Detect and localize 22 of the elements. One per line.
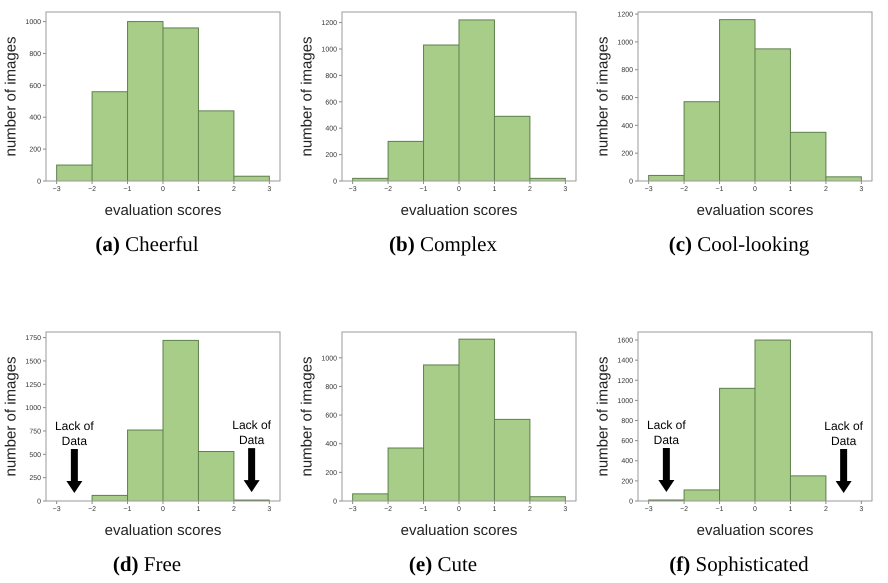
annotation: Lack of Data	[55, 419, 94, 448]
x-axis-title: evaluation scores	[400, 522, 518, 539]
y-axis-title: number of images	[594, 36, 612, 156]
y-axis-title: number of images	[298, 356, 316, 476]
text: (e) Cute	[408, 552, 478, 576]
x-axis-title: evaluation scores	[696, 522, 814, 539]
x-axis-title: evaluation scores	[104, 202, 222, 219]
text: (b) Complex	[389, 232, 497, 256]
x-axis-title: evaluation scores	[104, 522, 222, 539]
text: (c) Cool-looking	[668, 232, 810, 256]
text: (a) Cheerful	[95, 232, 199, 256]
y-axis-title: number of images	[298, 36, 316, 156]
annotation: Lack of Data	[232, 418, 272, 448]
annotation: Lack of Data	[647, 418, 686, 447]
text: (d) Free	[112, 552, 182, 576]
y-axis-title: number of images	[594, 356, 612, 476]
y-axis-title: number of images	[2, 36, 20, 156]
x-axis-title: evaluation scores	[696, 202, 814, 219]
annotation: Lack of Data	[824, 419, 864, 448]
x-axis-title: evaluation scores	[400, 202, 518, 219]
y-axis-title: number of images	[2, 356, 20, 476]
text: (f) Sophisticated	[669, 552, 809, 576]
